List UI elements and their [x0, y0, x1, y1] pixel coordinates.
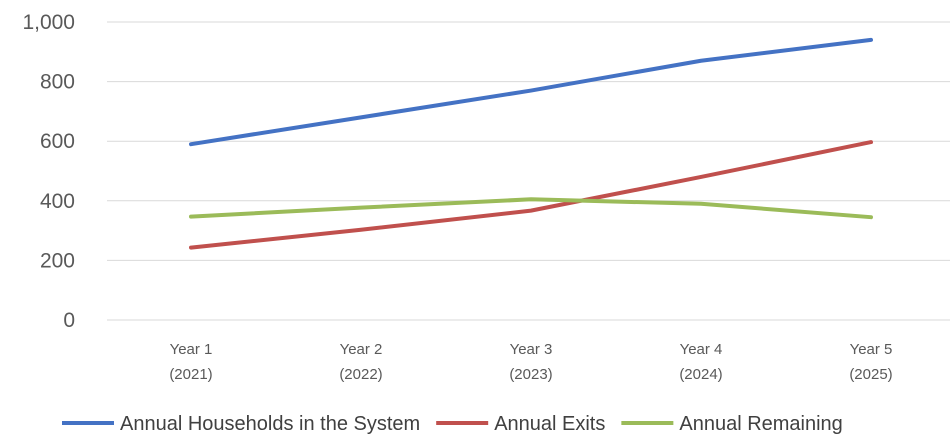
x-tick-label-line: (2024) — [679, 366, 722, 383]
y-tick-label: 200 — [40, 249, 75, 272]
legend: Annual Households in the System Annual Ex… — [62, 413, 843, 435]
x-tick-label-line: Year 3 — [510, 341, 553, 358]
gridlines — [107, 21, 950, 321]
x-tick-label-line: (2022) — [339, 366, 382, 383]
legend-label: Annual Remaining — [679, 413, 842, 435]
y-tick-label: 0 — [63, 309, 75, 332]
x-axis-tick-labels: Year 1 (2021)Year 2 (2022)Year 3 (2023)Year… — [169, 341, 892, 383]
x-tick-label: Year 4 (2024) — [679, 341, 722, 383]
y-tick-label: 400 — [40, 190, 75, 213]
x-tick-label-line: Year 4 — [680, 341, 723, 358]
y-tick-label: 1,000 — [22, 11, 75, 34]
x-tick-label: Year 5 (2025) — [849, 341, 892, 383]
x-tick-label-line: (2025) — [849, 366, 892, 383]
x-tick-label-line: Year 1 — [170, 341, 213, 358]
y-axis-tick-labels: 0 200 400 600 800 1,000 — [22, 11, 75, 332]
x-tick-label-line: (2021) — [169, 366, 212, 383]
x-tick-label: Year 3 (2023) — [509, 341, 552, 383]
x-tick-label-line: Year 2 — [340, 341, 383, 358]
legend-label: Annual Households in the System — [120, 413, 420, 435]
series-line — [189, 140, 873, 250]
y-tick-label: 600 — [40, 130, 75, 153]
x-tick-label-line: Year 5 — [850, 341, 893, 358]
x-tick-label: Year 1 (2021) — [169, 341, 212, 383]
x-tick-label-line: (2023) — [509, 366, 552, 383]
series-line — [189, 37, 873, 147]
series-lines — [189, 37, 873, 250]
series-line — [189, 197, 873, 220]
legend-label: Annual Exits — [494, 413, 605, 435]
y-tick-label: 800 — [40, 71, 75, 94]
x-tick-label: Year 2 (2022) — [339, 341, 382, 383]
